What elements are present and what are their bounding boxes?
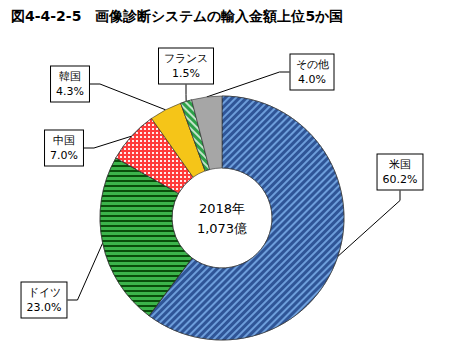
svg-text:2018年: 2018年 (199, 201, 245, 216)
svg-text:その他: その他 (296, 58, 329, 71)
svg-text:23.0%: 23.0% (27, 301, 62, 314)
svg-text:1,073億: 1,073億 (197, 221, 247, 236)
svg-text:7.0%: 7.0% (50, 149, 78, 162)
svg-text:60.2%: 60.2% (383, 173, 418, 186)
svg-text:図4-4-2-5 画像診断システムの輸入金額上位5か国: 図4-4-2-5 画像診断システムの輸入金額上位5か国 (11, 8, 343, 24)
svg-text:フランス: フランス (164, 52, 208, 65)
svg-text:1.5%: 1.5% (172, 67, 200, 80)
svg-text:中国: 中国 (53, 134, 75, 147)
svg-text:韓国: 韓国 (59, 70, 81, 83)
svg-text:米国: 米国 (389, 158, 411, 171)
svg-text:4.0%: 4.0% (298, 73, 326, 86)
svg-text:ドイツ: ドイツ (28, 286, 61, 299)
svg-text:4.3%: 4.3% (56, 85, 84, 98)
